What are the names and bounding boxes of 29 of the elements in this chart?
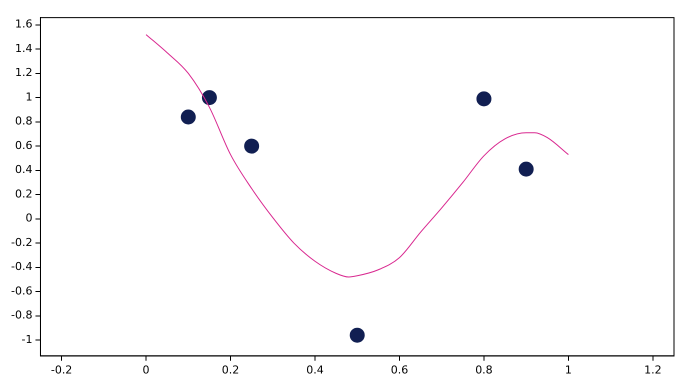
x-tick-label: 0 [142,363,150,376]
x-tick-label: 0.2 [222,363,240,376]
y-tick-label: 1.4 [14,42,32,55]
x-tick-label: 1.2 [644,363,662,376]
y-tick-label: 1.2 [14,66,32,80]
y-tick-label: 0.2 [14,187,32,200]
y-tick-label: -0.6 [10,284,32,298]
x-tick-label: 0.6 [390,363,408,376]
y-tick-label: 0.4 [14,163,32,176]
y-tick-label: 0.6 [14,138,32,152]
y-tick-label: 1 [25,90,32,104]
y-tick-label: 1.6 [14,18,32,31]
y-tick-label: 0.8 [14,114,32,128]
y-tick-label: -0.4 [10,260,32,274]
point [476,91,492,106]
x-tick-label: 0.4 [306,363,324,376]
y-tick-label: -0.2 [10,236,32,249]
x-tick-label: -0.2 [50,363,72,376]
point [180,110,196,124]
point [350,328,365,343]
x-tick-label: 1 [564,363,572,376]
point [202,90,217,106]
point [518,162,534,177]
x-tick-label: 0.8 [475,363,493,376]
line-series [146,34,569,278]
point [244,138,260,154]
y-tick-label: -0.8 [10,308,32,322]
y-tick-label: -1 [21,332,32,346]
y-tick-label: 0 [25,212,32,225]
